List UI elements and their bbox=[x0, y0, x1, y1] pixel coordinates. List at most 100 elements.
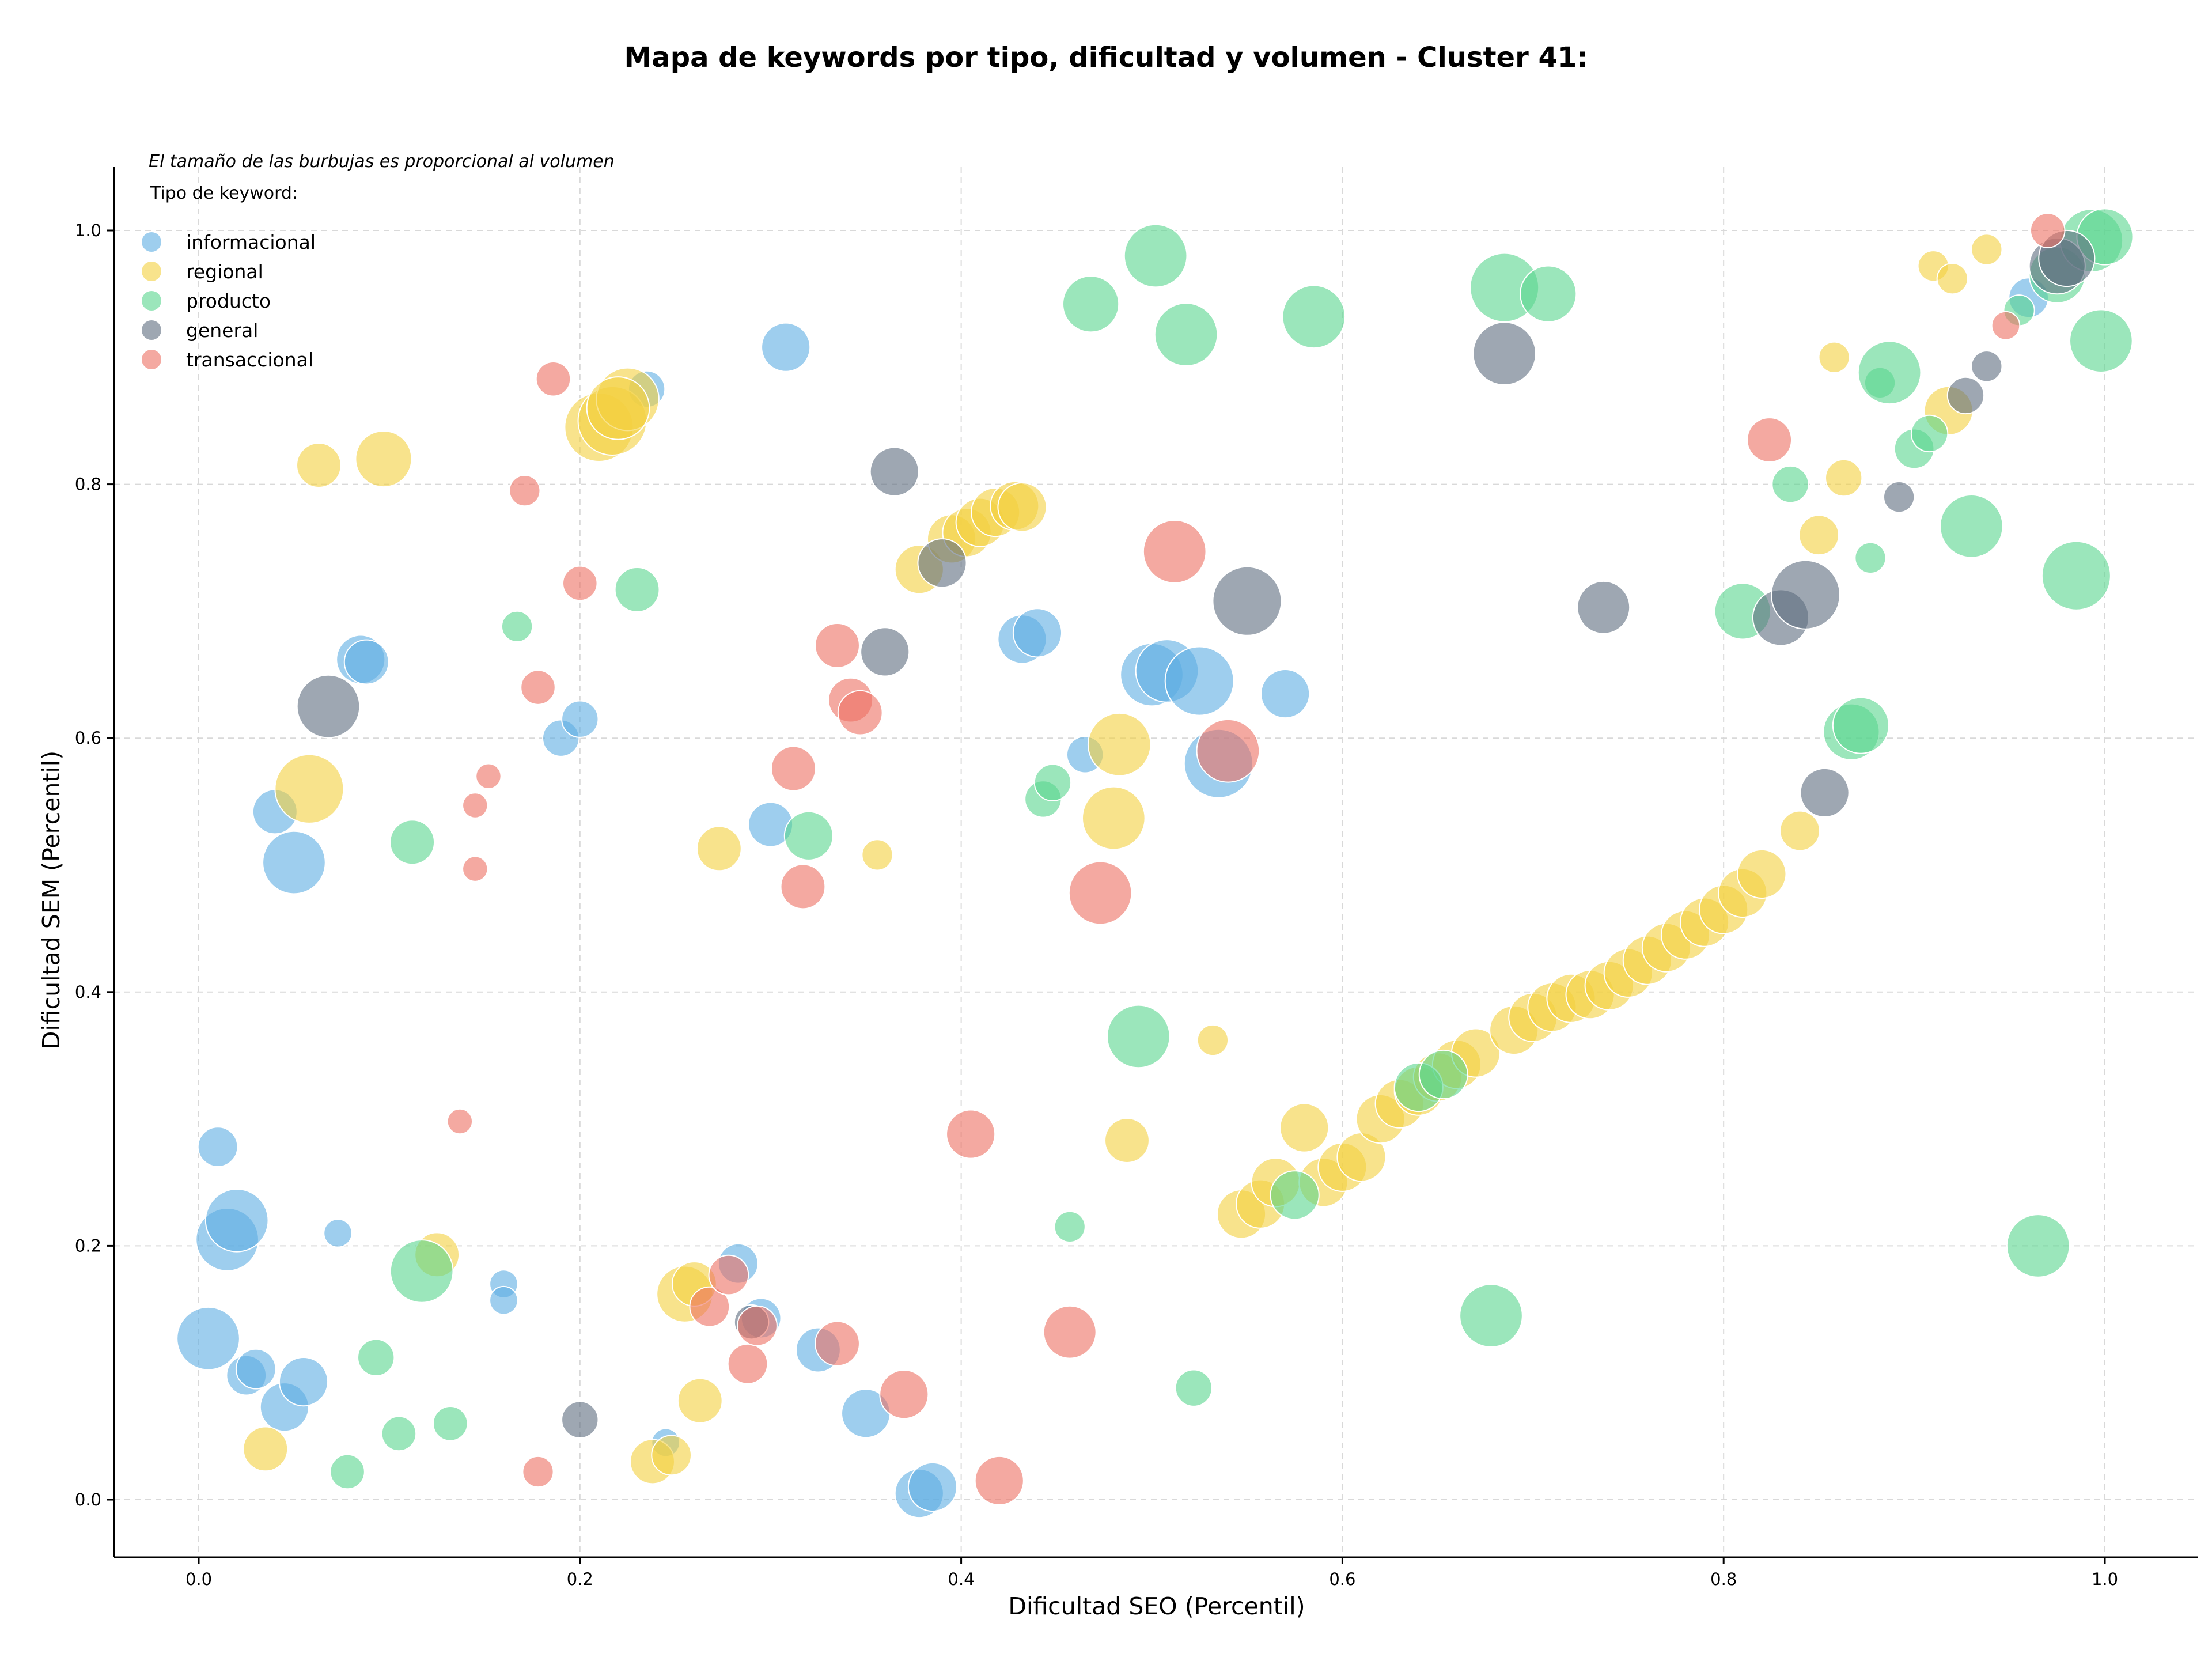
bubble-producto bbox=[614, 567, 660, 612]
bubble-transaccional bbox=[1196, 718, 1260, 783]
series-transaccional bbox=[446, 213, 2066, 1506]
x-tick-label: 0.6 bbox=[1329, 1569, 1355, 1589]
legend: El tamaño de las burbujas es proporciona… bbox=[142, 152, 615, 371]
bubble-regional bbox=[355, 430, 412, 488]
bubble-regional bbox=[651, 1435, 692, 1476]
bubble-informacional bbox=[343, 639, 389, 685]
bubble-transaccional bbox=[815, 1321, 860, 1367]
bubble-informacional bbox=[489, 1285, 518, 1315]
legend-label-general: general bbox=[186, 319, 258, 342]
bubble-regional bbox=[677, 1378, 723, 1424]
bubble-producto bbox=[329, 1454, 365, 1490]
bubble-transaccional bbox=[1747, 417, 1793, 463]
bubble-transaccional bbox=[462, 856, 488, 882]
bubble-transaccional bbox=[879, 1369, 929, 1420]
legend-marker-producto bbox=[142, 291, 161, 311]
bubble-producto bbox=[1107, 1004, 1171, 1069]
bubble-producto bbox=[389, 1239, 454, 1303]
bubble-producto bbox=[433, 1406, 468, 1441]
bubble-transaccional bbox=[1991, 311, 2021, 340]
y-tick-label: 0.2 bbox=[75, 1236, 101, 1255]
bubble-general bbox=[1472, 321, 1537, 386]
bubble-producto bbox=[1459, 1284, 1523, 1348]
bubble-regional bbox=[1798, 514, 1840, 556]
legend-marker-regional bbox=[142, 262, 161, 281]
bubble-regional bbox=[997, 482, 1047, 532]
bubble-regional bbox=[696, 826, 742, 872]
bubble-transaccional bbox=[689, 1286, 730, 1327]
bubble-regional bbox=[243, 1426, 289, 1472]
bubble-regional bbox=[861, 839, 893, 871]
bubble-regional bbox=[1081, 786, 1146, 850]
bubble-regional bbox=[1936, 263, 1968, 295]
bubble-producto bbox=[2006, 1214, 2070, 1278]
bubble-informacional bbox=[561, 700, 599, 738]
bubble-general bbox=[561, 1401, 599, 1439]
bubble-producto bbox=[357, 1338, 395, 1376]
legend-label-informacional: informacional bbox=[186, 231, 316, 253]
legend-label-regional: regional bbox=[186, 260, 263, 283]
bubble-informacional bbox=[176, 1306, 240, 1371]
bubble-transaccional bbox=[1068, 861, 1132, 925]
ticks: 0.0 0.2 0.4 0.6 0.8 1.0 0.0 0.2 0.4 0.6 0.8 1.0 bbox=[75, 221, 2118, 1589]
bubble-producto bbox=[1940, 494, 2003, 558]
bubble-transaccional bbox=[462, 792, 488, 819]
y-tick-label: 0.4 bbox=[75, 982, 101, 1002]
bubble-producto bbox=[1154, 302, 1218, 366]
bubble-transaccional bbox=[770, 746, 816, 792]
bubble-producto bbox=[1857, 340, 1922, 405]
bubble-informacional bbox=[278, 1357, 329, 1407]
chart-title: Mapa de keywords por tipo, dificultad y … bbox=[624, 41, 1588, 74]
bubble-regional bbox=[1824, 459, 1863, 497]
x-tick-label: 0.2 bbox=[567, 1569, 593, 1589]
bubble-informacional bbox=[1260, 669, 1310, 719]
bubble-transaccional bbox=[815, 622, 860, 668]
series-informacional bbox=[176, 277, 2050, 1519]
grid bbox=[114, 167, 2198, 1557]
bubble-informacional bbox=[1164, 646, 1234, 716]
bubble-informacional bbox=[204, 1189, 269, 1253]
bubble-regional bbox=[1779, 810, 1820, 852]
y-tick-label: 0.6 bbox=[75, 728, 101, 748]
bubble-producto bbox=[2041, 540, 2111, 611]
bubble-regional bbox=[1971, 233, 2003, 266]
bubble-transaccional bbox=[727, 1343, 768, 1384]
bubble-producto bbox=[783, 811, 834, 861]
bubble-transaccional bbox=[946, 1109, 996, 1159]
bubble-producto bbox=[1418, 1049, 1468, 1100]
bubble-general bbox=[1946, 376, 1985, 415]
legend-entries: informacional regional producto general tran… bbox=[142, 231, 316, 371]
bubble-regional bbox=[1087, 712, 1152, 777]
bubble-producto bbox=[1771, 465, 1809, 504]
bubble-regional bbox=[296, 442, 342, 488]
bubble-transaccional bbox=[562, 565, 598, 601]
legend-marker-general bbox=[142, 320, 161, 340]
legend-title: Tipo de keyword: bbox=[150, 183, 298, 203]
bubble-informacional bbox=[323, 1219, 353, 1248]
bubble-general bbox=[869, 447, 919, 497]
series-regional bbox=[243, 233, 2003, 1485]
axes bbox=[113, 167, 2198, 1558]
bubble-informacional bbox=[907, 1462, 958, 1512]
y-tick-label: 0.0 bbox=[75, 1490, 101, 1509]
bubble-informacional bbox=[1012, 608, 1063, 658]
bubble-transaccional bbox=[837, 690, 883, 736]
bubble-producto bbox=[1832, 697, 1890, 754]
bubble-general bbox=[1800, 767, 1850, 818]
legend-label-transaccional: transaccional bbox=[186, 349, 313, 371]
bubble-transaccional bbox=[737, 1305, 778, 1346]
bubble-transaccional bbox=[446, 1108, 474, 1135]
x-tick-label: 0.4 bbox=[948, 1569, 975, 1589]
bubble-producto bbox=[2069, 309, 2133, 373]
bubble-producto bbox=[1520, 265, 1577, 323]
bubble-producto bbox=[1854, 542, 1887, 574]
bubble-regional bbox=[1737, 849, 1787, 899]
series-general bbox=[296, 229, 2096, 1439]
bubble-general bbox=[1883, 481, 1915, 513]
legend-size-note: El tamaño de las burbujas es proporciona… bbox=[149, 152, 615, 172]
bubble-transaccional bbox=[2029, 213, 2066, 248]
bubble-producto bbox=[381, 1416, 417, 1452]
bubble-informacional bbox=[235, 1348, 276, 1390]
